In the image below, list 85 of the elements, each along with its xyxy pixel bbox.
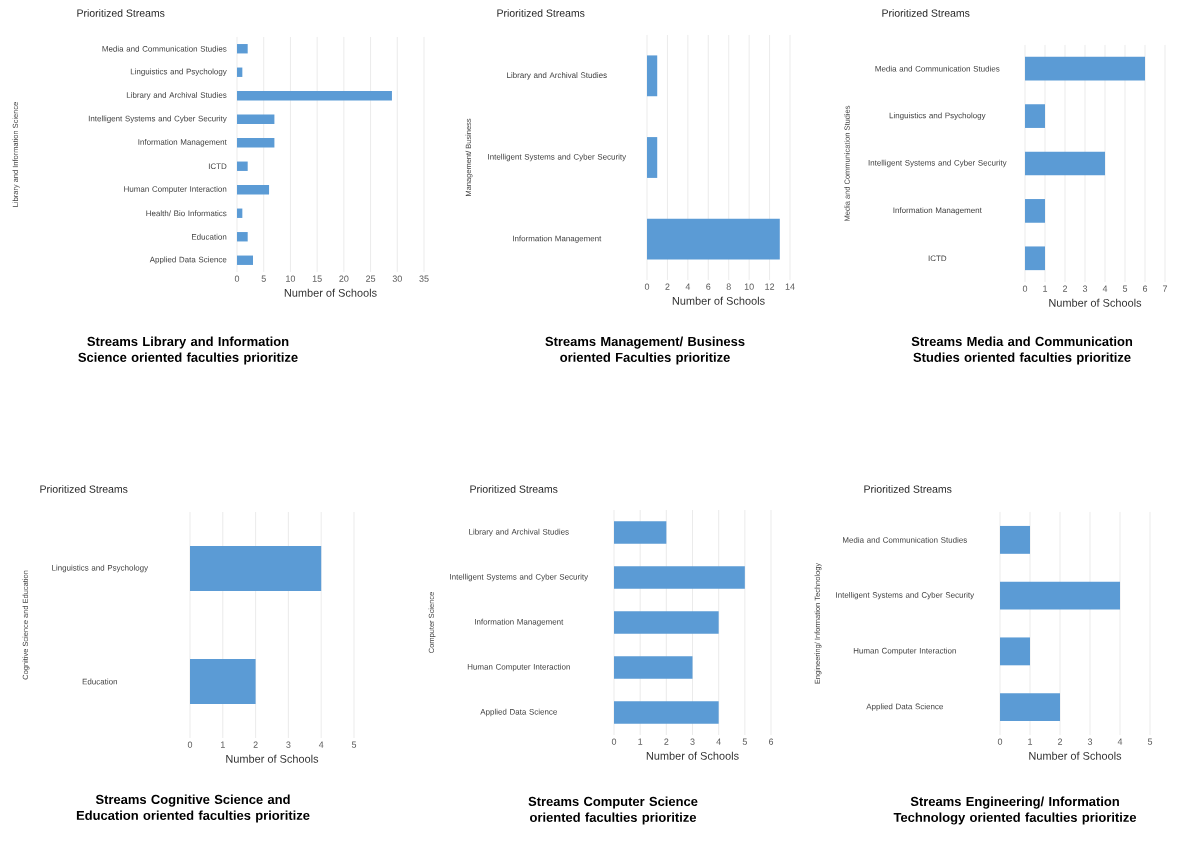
x-tick-label: 5: [261, 275, 266, 282]
bar: [237, 138, 275, 148]
x-tick-label: 4: [685, 283, 691, 290]
x-tick-label: 0: [187, 741, 193, 748]
bar: [237, 114, 275, 124]
bar: [237, 232, 248, 242]
x-tick-label: 3: [1087, 738, 1093, 745]
x-tick-label: 10: [744, 283, 754, 290]
bar: [614, 656, 693, 679]
bar: [1025, 199, 1046, 223]
bar: [614, 611, 719, 634]
x-tick-label: 3: [286, 741, 291, 748]
x-tick-label: 5: [1147, 738, 1153, 745]
bar: [1025, 56, 1146, 81]
bar: [1025, 104, 1046, 128]
bar: [1025, 151, 1106, 176]
bar: [1025, 246, 1046, 271]
x-tick-label: 3: [1082, 285, 1088, 292]
x-tick-label: 1: [1043, 285, 1048, 292]
bar: [1000, 525, 1031, 554]
x-tick-label: 20: [339, 275, 349, 282]
x-tick-label: 0: [611, 738, 617, 745]
bar: [614, 566, 745, 589]
x-tick-label: 4: [1117, 738, 1123, 745]
x-tick-label: 0: [644, 283, 650, 290]
x-tick-label: 2: [1057, 738, 1063, 745]
x-tick-label: 6: [768, 738, 774, 745]
bar: [237, 44, 248, 54]
x-tick-label: 0: [997, 738, 1003, 745]
bar: [237, 67, 243, 77]
bar: [237, 185, 270, 195]
x-tick-label: 2: [665, 283, 670, 290]
text: Prioritized Streams: [77, 9, 165, 17]
text: Streams Cognitive Science and Education oriented faculties prioritize: [76, 794, 310, 823]
bar: [237, 161, 248, 171]
bar: [1000, 581, 1121, 610]
x-axis-title: Number of Schools: [226, 754, 319, 763]
x-tick-label: 14: [785, 283, 795, 290]
text: Prioritized Streams: [497, 9, 585, 17]
x-tick-label: 15: [312, 275, 322, 282]
x-axis-title: Number of Schools: [1029, 751, 1122, 760]
x-tick-label: 4: [1102, 285, 1108, 292]
x-tick-label: 10: [286, 275, 296, 282]
bar: [1000, 693, 1061, 722]
bar: [614, 701, 719, 724]
bar: [237, 255, 254, 265]
x-tick-label: 35: [419, 275, 429, 282]
x-tick-label: 6: [706, 283, 711, 290]
text: Streams Engineering/ Information Technology oriented faculties prioritize: [893, 796, 1137, 825]
text: Prioritized Streams: [882, 9, 970, 17]
x-tick-label: 2: [664, 738, 669, 745]
x-tick-label: 1: [638, 738, 643, 745]
text: Streams Library and Information Science oriented faculties prioritize: [78, 336, 298, 365]
x-tick-label: 12: [765, 283, 775, 290]
text: Prioritized Streams: [864, 485, 952, 493]
x-tick-label: 1: [220, 741, 225, 748]
x-tick-label: 0: [234, 275, 240, 282]
text: Streams Management/ Business oriented Faculties prioritize: [545, 336, 745, 365]
x-tick-label: 7: [1162, 285, 1168, 292]
text: Streams Computer Science oriented faculties prioritize: [528, 796, 698, 825]
x-tick-label: 5: [742, 738, 747, 745]
x-tick-label: 30: [392, 275, 402, 282]
x-tick-label: 4: [716, 738, 721, 745]
text: Prioritized Streams: [40, 485, 128, 493]
bar: [1000, 637, 1031, 666]
text: Streams Media and Communication Studies oriented faculties prioritize: [911, 336, 1133, 365]
bar: [614, 521, 667, 544]
x-axis-title: Number of Schools: [1049, 298, 1142, 307]
x-tick-label: 3: [690, 738, 695, 745]
x-tick-label: 0: [1022, 285, 1028, 292]
x-tick-label: 25: [366, 275, 376, 282]
x-axis-title: Number of Schools: [646, 751, 739, 760]
x-tick-label: 2: [253, 741, 258, 748]
x-tick-label: 2: [1062, 285, 1068, 292]
x-axis-title: Number of Schools: [672, 296, 765, 305]
x-tick-label: 6: [1142, 285, 1148, 292]
x-tick-label: 4: [318, 741, 324, 748]
x-tick-label: 5: [1122, 285, 1128, 292]
bar: [237, 208, 243, 218]
x-tick-label: 5: [351, 741, 357, 748]
x-axis-title: Number of Schools: [284, 288, 377, 297]
text: Prioritized Streams: [470, 485, 558, 493]
bar: [237, 91, 392, 101]
x-tick-label: 8: [726, 283, 731, 290]
x-tick-label: 1: [1028, 738, 1033, 745]
